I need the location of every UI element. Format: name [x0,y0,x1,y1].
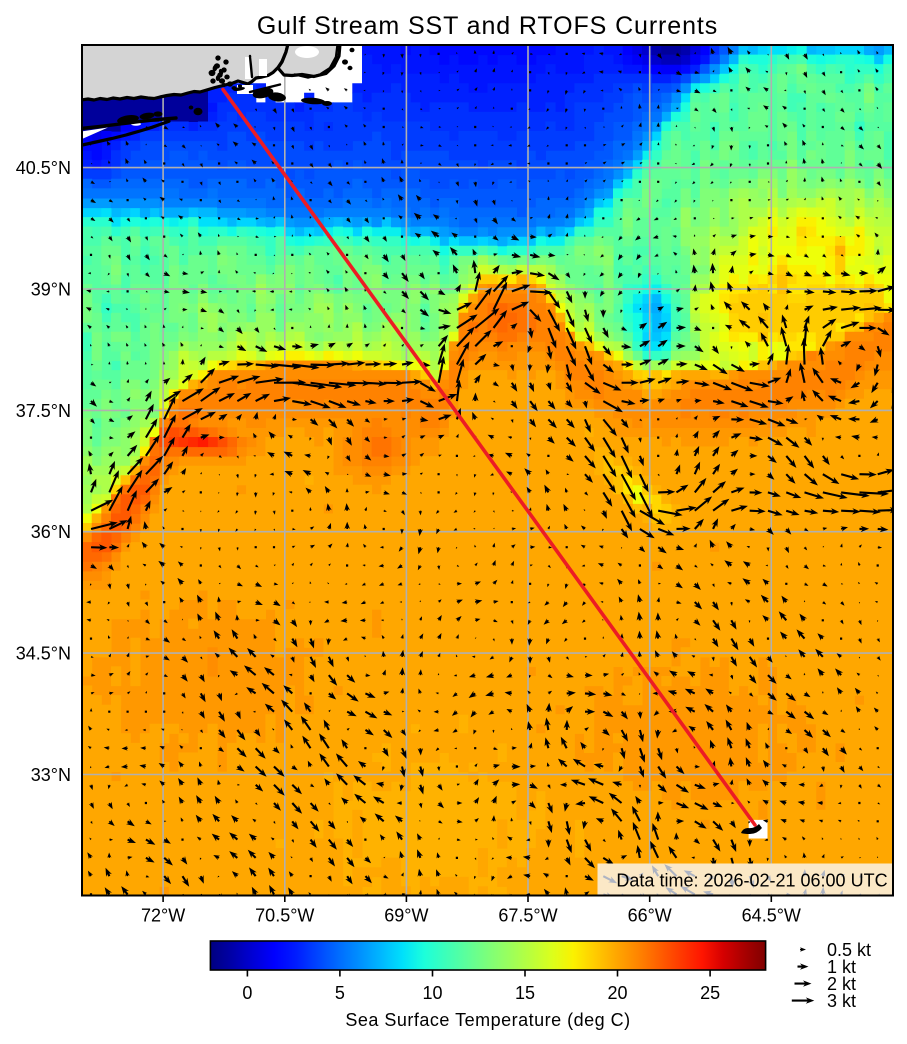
svg-text:0.5 kt: 0.5 kt [827,940,871,960]
svg-text:67.5°W: 67.5°W [498,906,557,926]
svg-text:34.5°N: 34.5°N [16,644,71,664]
svg-text:3 kt: 3 kt [827,991,856,1011]
svg-text:37.5°N: 37.5°N [16,401,71,421]
svg-text:39°N: 39°N [31,280,71,300]
svg-text:Data time: 2026-02-21 06:00 UT: Data time: 2026-02-21 06:00 UTC [616,871,887,891]
svg-text:25: 25 [700,983,720,1003]
svg-text:72°W: 72°W [141,906,185,926]
svg-text:1 kt: 1 kt [827,957,856,977]
svg-text:70.5°W: 70.5°W [255,906,314,926]
svg-text:5: 5 [335,983,345,1003]
svg-text:40.5°N: 40.5°N [16,158,71,178]
svg-text:20: 20 [607,983,627,1003]
svg-text:0: 0 [242,983,252,1003]
svg-text:69°W: 69°W [384,906,428,926]
svg-text:10: 10 [422,983,442,1003]
svg-text:64.5°W: 64.5°W [742,906,801,926]
svg-text:33°N: 33°N [31,765,71,785]
svg-text:Sea Surface Temperature (deg C: Sea Surface Temperature (deg C) [345,1010,630,1030]
svg-text:Gulf Stream SST and RTOFS Curr: Gulf Stream SST and RTOFS Currents [257,12,718,40]
svg-text:36°N: 36°N [31,522,71,542]
svg-text:66°W: 66°W [628,906,672,926]
svg-text:15: 15 [515,983,535,1003]
svg-text:2 kt: 2 kt [827,974,856,994]
